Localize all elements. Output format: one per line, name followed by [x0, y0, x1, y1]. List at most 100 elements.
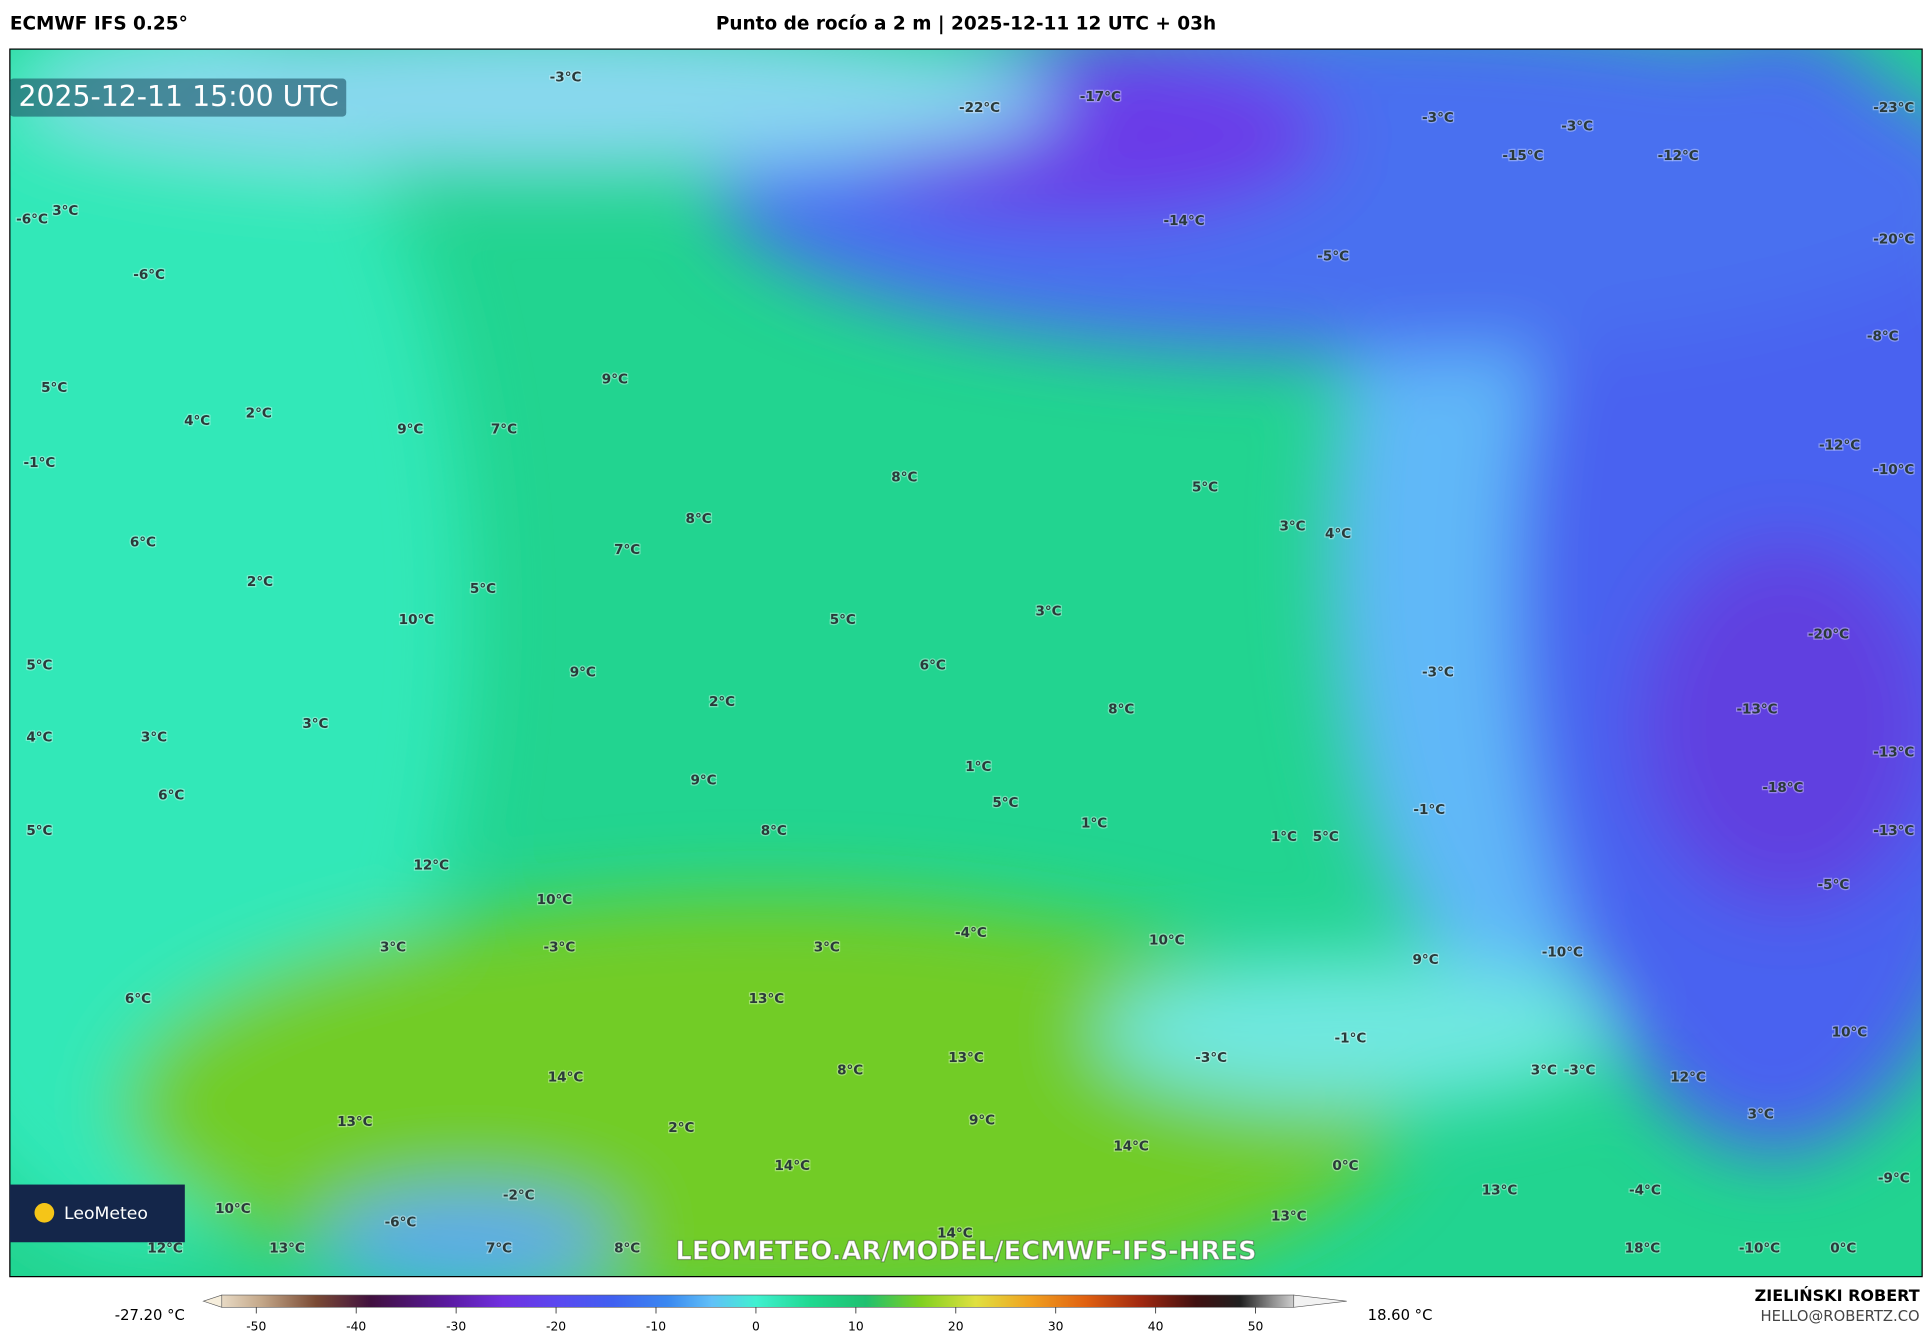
colorbar-tick-label: 20: [948, 1319, 964, 1333]
temperature-label: 7°C: [491, 422, 517, 438]
temperature-label: 5°C: [26, 823, 52, 839]
temperature-label: 5°C: [26, 657, 52, 673]
colorbar-tick-label: -30: [446, 1319, 466, 1333]
temperature-label: -13°C: [1873, 744, 1914, 760]
temperature-label: -4°C: [1629, 1183, 1661, 1199]
temperature-label: 12°C: [147, 1240, 183, 1256]
temperature-label: -2°C: [503, 1188, 535, 1204]
temperature-label: 3°C: [1748, 1107, 1774, 1123]
temperature-label: -13°C: [1873, 823, 1914, 839]
temperature-label: 13°C: [749, 991, 785, 1007]
temperature-label: -12°C: [1819, 438, 1860, 454]
colorbar-tick-label: 0: [752, 1319, 760, 1333]
colorbar-tick-label: -10: [646, 1319, 666, 1333]
temperature-label: 4°C: [1325, 526, 1351, 542]
temperature-label: 12°C: [1670, 1070, 1706, 1086]
temperature-label: 1°C: [1081, 816, 1107, 832]
temperature-label: -18°C: [1762, 780, 1803, 796]
temperature-label: 8°C: [837, 1062, 863, 1078]
temperature-label: 9°C: [1413, 952, 1439, 968]
temperature-label: -8°C: [1867, 328, 1899, 344]
temperature-label: -6°C: [16, 212, 48, 228]
temperature-label: 10°C: [1832, 1024, 1868, 1040]
temperature-label: -6°C: [133, 267, 165, 283]
temperature-label: -3°C: [544, 940, 576, 956]
temperature-label: -1°C: [24, 455, 56, 471]
temperature-label: -13°C: [1736, 702, 1777, 718]
temperature-label: 7°C: [614, 542, 640, 558]
colorbar-max: 18.60 °C: [1368, 1307, 1433, 1324]
temperature-label: 10°C: [399, 612, 435, 628]
temperature-label: -10°C: [1873, 462, 1914, 478]
temperature-label: 2°C: [247, 574, 273, 590]
colorbar-tick-label: 40: [1148, 1319, 1164, 1333]
temperature-label: 1°C: [1271, 829, 1297, 845]
temperature-label: 6°C: [130, 535, 156, 551]
temperature-label: -5°C: [1818, 877, 1850, 893]
colorbar-tick-label: -50: [246, 1319, 266, 1333]
map-title: Punto de rocío a 2 m | 2025-12-11 12 UTC…: [716, 14, 1216, 35]
temperature-label: 5°C: [830, 612, 856, 628]
logo-text: LeoMeteo: [64, 1204, 148, 1224]
temperature-label: 10°C: [1149, 932, 1185, 948]
temperature-label: -3°C: [1422, 665, 1454, 681]
temperature-labels: -3°C -22°C -17°C -3°C -3°C -23°C -15°C -12°C 3°C…: [15, 68, 1916, 1257]
temperature-label: 14°C: [937, 1226, 973, 1242]
colorbar-tick-label: -40: [346, 1319, 366, 1333]
temperature-label: 5°C: [1192, 479, 1218, 495]
temperature-label: 10°C: [215, 1201, 251, 1217]
temperature-label: 3°C: [1035, 603, 1061, 619]
model-name: ECMWF IFS 0.25°: [10, 14, 188, 35]
temperature-label: 9°C: [602, 371, 628, 387]
temperature-label: 2°C: [246, 406, 272, 422]
temperature-label: -14°C: [1163, 213, 1204, 229]
temperature-label: 3°C: [302, 716, 328, 732]
colorbar-tick-label: 50: [1248, 1319, 1264, 1333]
colorbar-tick-label: 30: [1048, 1319, 1064, 1333]
email: HELLO@ROBERTZ.CO: [1761, 1308, 1920, 1325]
temperature-label: -3°C: [1561, 118, 1593, 134]
temperature-label: -3°C: [1195, 1050, 1227, 1066]
temperature-label: 6°C: [125, 991, 151, 1007]
temperature-label: 1°C: [965, 759, 991, 775]
temperature-label: 6°C: [920, 657, 946, 673]
temperature-label: -17°C: [1080, 89, 1121, 105]
temperature-label: 13°C: [269, 1240, 305, 1256]
colorbar-end: [202, 1294, 223, 1308]
temperature-label: -3°C: [1422, 110, 1454, 126]
colorbar-end: [1293, 1294, 1347, 1308]
temperature-label: -10°C: [1542, 945, 1583, 961]
temperature-label: 3°C: [814, 940, 840, 956]
temperature-label: 3°C: [141, 730, 167, 746]
temperature-label: 3°C: [380, 940, 406, 956]
source-url: LEOMETEO.AR/MODEL/ECMWF-IFS-HRES: [675, 1237, 1256, 1267]
colorbar-min: -27.20 °C: [115, 1307, 185, 1324]
temperature-label: 13°C: [1271, 1208, 1307, 1224]
temperature-label: 8°C: [614, 1240, 640, 1256]
colorbar-ticks: -50 -40 -30 -20 -10 0 10 20 30 40 50: [246, 1307, 1263, 1333]
temperature-label: -9°C: [1878, 1170, 1910, 1186]
timestamp-box: [9, 78, 347, 117]
temperature-label: 9°C: [690, 773, 716, 789]
temperature-label: 6°C: [158, 787, 184, 803]
temperature-label: 18°C: [1625, 1240, 1661, 1256]
temperature-label: -15°C: [1502, 148, 1543, 164]
temperature-label: 9°C: [397, 422, 423, 438]
temperature-label: 10°C: [537, 892, 573, 908]
temperature-label: 12°C: [413, 857, 449, 873]
temperature-label: 13°C: [1482, 1183, 1518, 1199]
temperature-label: 5°C: [992, 795, 1018, 811]
colorbar-tick-label: 10: [848, 1319, 864, 1333]
temperature-label: 8°C: [686, 511, 712, 527]
logo-sun: [34, 1202, 55, 1223]
temperature-label: -23°C: [1873, 100, 1914, 116]
temperature-label: -6°C: [385, 1215, 417, 1231]
temperature-label: -3°C: [550, 69, 582, 85]
temperature-label: 4°C: [184, 413, 210, 429]
temperature-label: 4°C: [26, 730, 52, 746]
temperature-label: 14°C: [548, 1070, 584, 1086]
temperature-label: 0°C: [1830, 1240, 1856, 1256]
